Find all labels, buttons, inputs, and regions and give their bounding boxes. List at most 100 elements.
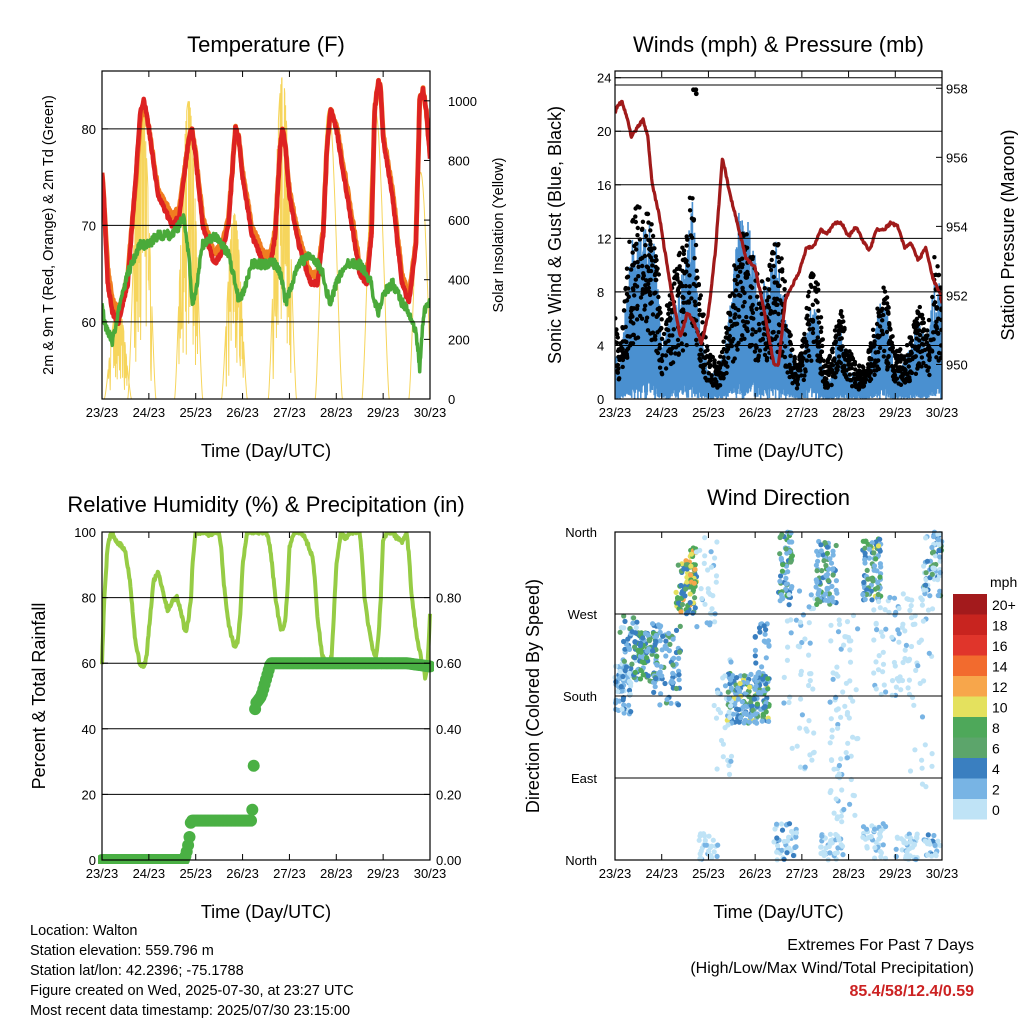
direction-point bbox=[652, 684, 658, 690]
direction-point bbox=[623, 664, 630, 670]
gust-point bbox=[821, 364, 826, 369]
direction-ytick-label: East bbox=[571, 771, 597, 786]
direction-point bbox=[726, 762, 732, 769]
direction-point bbox=[840, 689, 846, 695]
direction-point bbox=[637, 643, 644, 649]
precip-point bbox=[245, 814, 257, 827]
gust-point bbox=[620, 357, 626, 363]
winds-xtick-label: 23/23 bbox=[599, 405, 632, 420]
direction-point bbox=[774, 849, 780, 855]
gust-point bbox=[712, 358, 717, 363]
direction-point bbox=[784, 838, 791, 844]
solar-day-3 bbox=[221, 212, 248, 399]
gust-point bbox=[737, 258, 742, 263]
direction-point bbox=[747, 684, 753, 690]
gust-point bbox=[774, 302, 779, 307]
gust-point bbox=[755, 294, 760, 299]
gust-point bbox=[817, 353, 823, 358]
direction-point bbox=[923, 582, 929, 588]
gust-point bbox=[692, 256, 697, 261]
gust-point bbox=[703, 349, 708, 354]
pressure-series bbox=[615, 99, 942, 367]
direction-point bbox=[825, 598, 832, 604]
direction-point bbox=[891, 595, 898, 601]
direction-point bbox=[727, 677, 734, 683]
gust-point bbox=[906, 364, 911, 369]
gust-point bbox=[737, 314, 742, 319]
direction-point bbox=[936, 542, 942, 548]
direction-point bbox=[893, 853, 899, 860]
direction-point bbox=[726, 695, 732, 702]
gust-point bbox=[886, 311, 891, 316]
gust-point bbox=[850, 384, 855, 389]
gust-point bbox=[927, 355, 932, 360]
gust-point bbox=[676, 252, 682, 258]
direction-ytick-label: North bbox=[565, 525, 597, 540]
precip-point bbox=[183, 831, 196, 843]
gust-point bbox=[839, 328, 844, 333]
direction-point bbox=[708, 564, 715, 570]
gust-point bbox=[793, 371, 798, 377]
direction-point bbox=[700, 831, 707, 837]
gust-point bbox=[914, 331, 920, 336]
direction-point bbox=[662, 643, 668, 649]
gust-point bbox=[664, 321, 669, 327]
direction-point bbox=[887, 594, 893, 601]
direction-point bbox=[850, 734, 856, 740]
gust-point bbox=[806, 306, 812, 312]
direction-point bbox=[698, 586, 704, 592]
gust-point bbox=[872, 372, 877, 377]
gust-point bbox=[762, 352, 768, 358]
gust-point bbox=[921, 320, 926, 325]
gust-point bbox=[771, 274, 776, 280]
direction-point bbox=[660, 633, 666, 639]
direction-point bbox=[899, 677, 906, 684]
gust-point bbox=[819, 337, 825, 342]
direction-point bbox=[844, 755, 851, 761]
gust-point bbox=[685, 263, 691, 268]
direction-point bbox=[699, 596, 705, 602]
direction-title: Wind Direction bbox=[707, 485, 850, 510]
direction-point bbox=[726, 709, 732, 715]
legend-label: 6 bbox=[992, 741, 1000, 757]
direction-point bbox=[621, 638, 627, 645]
direction-point bbox=[832, 850, 838, 857]
gust-point bbox=[696, 301, 702, 307]
direction-point bbox=[862, 545, 868, 551]
direction-point bbox=[754, 701, 761, 707]
direction-ylabel: Direction (Colored By Speed) bbox=[523, 579, 543, 813]
gust-point bbox=[803, 367, 808, 372]
direction-point bbox=[778, 555, 784, 562]
gust-point bbox=[639, 227, 645, 232]
gust-point bbox=[768, 267, 774, 273]
direction-point bbox=[808, 592, 814, 598]
direction-point bbox=[777, 578, 783, 584]
gust-point bbox=[733, 312, 738, 317]
gust-point bbox=[873, 358, 878, 363]
direction-point bbox=[846, 715, 852, 721]
direction-point bbox=[645, 632, 651, 638]
direction-point bbox=[927, 593, 933, 599]
direction-point bbox=[621, 625, 627, 631]
direction-point bbox=[877, 561, 884, 567]
gust-point bbox=[725, 364, 730, 369]
gust-point bbox=[683, 283, 688, 289]
direction-point bbox=[833, 578, 840, 584]
direction-point bbox=[673, 627, 680, 634]
gust-point bbox=[713, 377, 718, 382]
direction-point bbox=[622, 646, 628, 652]
gust-point bbox=[650, 233, 656, 239]
gust-point bbox=[724, 330, 729, 336]
direction-point bbox=[761, 623, 767, 629]
gust-point bbox=[799, 351, 804, 356]
legend-swatch bbox=[953, 758, 987, 779]
direction-point bbox=[779, 595, 785, 601]
gust-point bbox=[925, 328, 930, 333]
gust-point bbox=[890, 334, 895, 339]
direction-point bbox=[889, 678, 896, 684]
gust-point bbox=[833, 334, 838, 340]
gust-series bbox=[615, 87, 942, 392]
direction-point bbox=[628, 680, 634, 686]
direction-point bbox=[777, 534, 783, 541]
direction-point bbox=[836, 762, 843, 769]
